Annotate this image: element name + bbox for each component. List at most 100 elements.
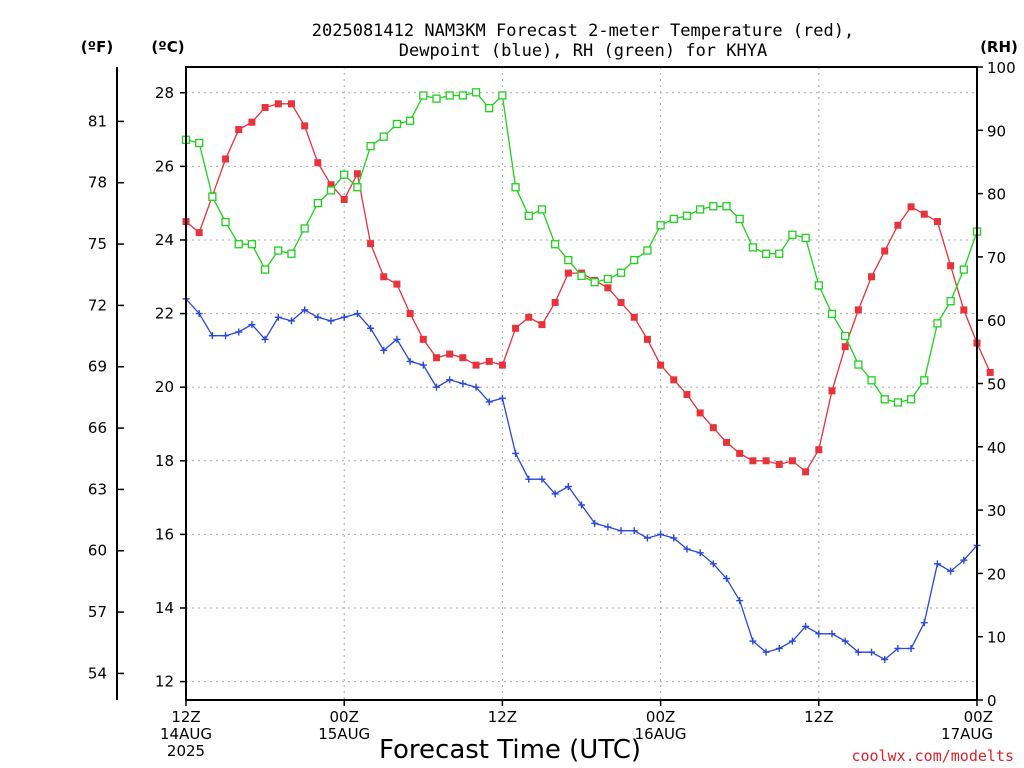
temperature-point bbox=[723, 438, 731, 446]
rh-point bbox=[841, 331, 850, 341]
dewpoint-point bbox=[538, 475, 546, 483]
x-tick-label: 12Z bbox=[804, 708, 833, 726]
rh-point bbox=[827, 309, 837, 319]
dewpoint-point bbox=[261, 335, 269, 343]
x-tick-label: 2025 bbox=[167, 742, 205, 760]
x-tick-label: 00Z bbox=[330, 708, 359, 726]
rh-point bbox=[788, 230, 797, 239]
dewpoint-point bbox=[960, 556, 968, 564]
rh-point bbox=[432, 94, 441, 103]
rh-point bbox=[471, 88, 481, 97]
temperature-point bbox=[380, 273, 388, 281]
temperature-point bbox=[933, 218, 941, 226]
temperature-point bbox=[353, 170, 361, 178]
chart-title-line-1: 2025081412 NAM3KM Forecast 2-meter Tempe… bbox=[312, 21, 854, 41]
dewpoint-point bbox=[591, 519, 599, 527]
temperature-point bbox=[854, 306, 862, 314]
fahrenheit-unit-label: (ºF) bbox=[81, 38, 113, 56]
rh-tick-label: 40 bbox=[987, 439, 1006, 457]
dewpoint-point bbox=[907, 644, 915, 652]
temperature-point bbox=[894, 221, 902, 229]
celsius-tick-label: 22 bbox=[155, 305, 174, 323]
rh-point bbox=[208, 192, 217, 201]
rh-point bbox=[313, 198, 322, 208]
dewpoint-point bbox=[723, 575, 731, 583]
dewpoint-point bbox=[920, 619, 928, 627]
rh-point bbox=[405, 116, 415, 125]
rh-point bbox=[656, 221, 665, 230]
rh-point bbox=[893, 398, 903, 407]
rh-point bbox=[458, 91, 468, 100]
rh-point bbox=[590, 278, 599, 287]
temperature-point bbox=[920, 210, 928, 218]
fahrenheit-tick-label: 81 bbox=[88, 112, 107, 130]
grid-layer bbox=[186, 67, 977, 700]
dewpoint-point bbox=[340, 313, 348, 321]
temperature-point bbox=[617, 299, 625, 307]
dewpoint-point bbox=[802, 622, 810, 630]
dewpoint-point bbox=[841, 637, 849, 645]
rh-tick-label: 90 bbox=[987, 122, 1006, 140]
temperature-point bbox=[643, 335, 651, 343]
dewpoint-point bbox=[604, 523, 612, 531]
temperature-point bbox=[327, 181, 335, 189]
dewpoint-point bbox=[617, 527, 625, 535]
rh-point bbox=[709, 202, 718, 211]
dewpoint-point bbox=[736, 597, 744, 605]
dewpoint-point bbox=[709, 560, 717, 568]
rh-point bbox=[761, 249, 771, 258]
rh-point bbox=[577, 271, 586, 281]
celsius-tick-label: 18 bbox=[155, 452, 174, 470]
rh-point bbox=[550, 240, 560, 249]
dewpoint-point bbox=[446, 376, 454, 384]
rh-point bbox=[933, 319, 942, 328]
dewpoint-point bbox=[788, 637, 796, 645]
temperature-point bbox=[802, 468, 810, 476]
temperature-point bbox=[775, 460, 783, 468]
rh-point bbox=[234, 240, 243, 249]
rh-tick-label: 20 bbox=[987, 565, 1006, 583]
rh-point bbox=[221, 217, 230, 227]
temperature-point bbox=[235, 126, 243, 134]
temperature-point bbox=[630, 313, 638, 321]
rh-point bbox=[959, 265, 968, 274]
temperature-point bbox=[841, 343, 849, 351]
x-tick-label: 12Z bbox=[488, 708, 517, 726]
rh-tick-label: 60 bbox=[987, 312, 1006, 330]
celsius-tick-label: 14 bbox=[155, 599, 174, 617]
dewpoint-point bbox=[512, 449, 520, 457]
fahrenheit-tick-label: 60 bbox=[88, 542, 107, 560]
rh-point bbox=[722, 202, 731, 211]
rh-point bbox=[814, 281, 823, 290]
dewpoint-point bbox=[208, 332, 216, 340]
dewpoint-point bbox=[472, 383, 480, 391]
dewpoint-series-line bbox=[185, 298, 978, 661]
dewpoint-point bbox=[551, 490, 559, 498]
dewpoint-point bbox=[525, 475, 533, 483]
rh-point bbox=[880, 395, 889, 404]
dewpoint-point bbox=[657, 530, 665, 538]
dewpoint-point bbox=[933, 560, 941, 568]
temperature-point bbox=[657, 361, 665, 369]
fahrenheit-tick-label: 66 bbox=[88, 419, 107, 437]
temperature-point bbox=[828, 387, 836, 395]
rh-point bbox=[247, 240, 257, 249]
rh-point bbox=[775, 249, 784, 258]
rh-point bbox=[867, 376, 876, 385]
dewpoint-point bbox=[314, 313, 322, 321]
rh-point bbox=[643, 246, 652, 255]
rh-point bbox=[801, 233, 810, 243]
celsius-unit-label: (ºC) bbox=[151, 38, 184, 56]
rh-point bbox=[340, 170, 349, 179]
temperature-point bbox=[736, 449, 744, 457]
temperature-point bbox=[907, 203, 915, 211]
dewpoint-point bbox=[630, 527, 638, 535]
dewpoint-point bbox=[881, 656, 889, 664]
fahrenheit-tick-label: 63 bbox=[88, 480, 107, 498]
temperature-point bbox=[960, 306, 968, 314]
temperature-point bbox=[287, 100, 295, 108]
fahrenheit-tick-label: 75 bbox=[88, 235, 107, 253]
temperature-point bbox=[683, 391, 691, 399]
dewpoint-point bbox=[406, 357, 414, 365]
temperature-point bbox=[248, 118, 256, 126]
